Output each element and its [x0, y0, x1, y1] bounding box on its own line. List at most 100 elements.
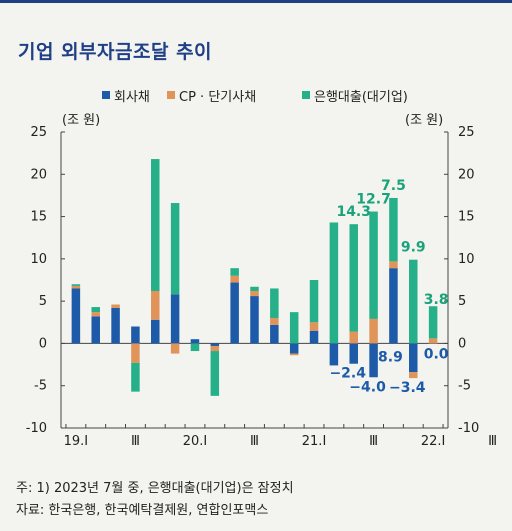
bar-segment [71, 285, 81, 289]
bar-segment [190, 343, 200, 352]
x-tick-label: Ⅲ [369, 434, 378, 449]
y-tick-label-left: 0 [39, 336, 47, 351]
legend-swatch [167, 91, 175, 99]
y-tick-label-right: 20 [458, 167, 475, 182]
bar-segment [111, 307, 120, 344]
data-label: −3.4 [389, 380, 426, 396]
bar-segment [389, 268, 398, 344]
source-note: 자료: 한국은행, 한국예탁결제원, 연합인포맥스 [16, 503, 269, 518]
bar-segment [210, 351, 220, 396]
bar-segment [131, 326, 140, 344]
y-tick-label-left: -10 [26, 421, 47, 436]
bar-segment [409, 372, 418, 379]
chart-data-labels: 14.312.77.5 9.9 3.8 −2.4−4.0 8.9 −3.4 0.0 [329, 178, 448, 396]
bar-segment [389, 261, 398, 269]
x-tick-label: Ⅲ [131, 434, 140, 449]
bar-segment [349, 224, 358, 332]
data-label: −4.0 [349, 379, 386, 395]
legend-swatch [302, 91, 310, 99]
legend-label: CP · 단기사채 [179, 90, 256, 105]
bar-segment [289, 312, 299, 344]
bar-segment [349, 343, 358, 364]
data-label: 8.9 [378, 349, 403, 365]
top-rule [0, 0, 512, 3]
bar-segment [151, 319, 160, 344]
bar-segment [309, 280, 319, 323]
y-tick-label-left: -5 [34, 379, 47, 394]
bar-segment [91, 312, 100, 317]
data-label: 14.3 [336, 204, 371, 220]
bar-segment [409, 259, 418, 344]
chart-bars [71, 159, 438, 396]
bar-segment [210, 345, 220, 352]
y-tick-label-right: 0 [458, 336, 466, 351]
footnotes: 주: 1) 2023년 7월 중, 은행대출(대기업)은 잠정치 자료: 한국은… [16, 478, 294, 522]
bar-segment [250, 296, 259, 344]
bar-segment [131, 343, 140, 363]
y-tick-label-right: -5 [458, 379, 471, 394]
data-label: 3.8 [424, 292, 449, 308]
bar-segment [250, 290, 259, 297]
bar-segment [151, 290, 160, 320]
bar-segment [428, 338, 438, 344]
bar-segment [71, 284, 81, 286]
y-tick-label-left: 10 [30, 252, 47, 267]
data-label: 12.7 [356, 191, 391, 207]
bar-segment [270, 288, 279, 319]
bar-segment [270, 318, 279, 325]
bar-segment [210, 343, 220, 346]
bar-segment [230, 282, 239, 344]
chart-svg: 회사채 CP · 단기사채 은행대출(대기업) (조 원) (조 원) -10 -10… [26, 89, 497, 449]
y-tick-label-left: 15 [30, 210, 47, 225]
chart-title: 기업 외부자금조달 추이 [18, 41, 213, 63]
bar-segment [369, 343, 378, 378]
x-tick-label: 22.Ⅰ [421, 434, 446, 449]
bar-segment [428, 306, 438, 339]
chart-axes: -10 -10 -5 -5 0 0 5 5 10 10 15 15 20 20 25 25 19.Ⅰ Ⅲ 20.Ⅰ Ⅲ… [26, 125, 497, 449]
legend-label: 회사채 [114, 90, 150, 105]
data-label: 7.5 [381, 178, 406, 194]
y-tick-label-left: 25 [30, 125, 47, 140]
bar-segment [409, 343, 418, 373]
y-tick-label-left: 20 [30, 167, 47, 182]
bar-segment [389, 197, 398, 262]
y-tick-label-right: 15 [458, 210, 475, 225]
y-tick-label-left: 5 [39, 294, 47, 309]
bar-segment [170, 343, 180, 354]
x-tick-label: Ⅲ [488, 434, 497, 449]
data-label: 9.9 [401, 240, 426, 256]
bar-segment [190, 339, 200, 344]
y-tick-label-right: -10 [458, 421, 479, 436]
bar-segment [111, 304, 120, 308]
bar-segment [369, 211, 378, 319]
bar-segment [230, 275, 239, 283]
right-unit-label: (조 원) [405, 113, 443, 128]
bar-segment [170, 294, 180, 344]
y-tick-label-right: 25 [458, 125, 475, 140]
chart-legend: 회사채 CP · 단기사채 은행대출(대기업) [102, 89, 408, 105]
bar-segment [151, 159, 160, 291]
left-unit-label: (조 원) [62, 113, 100, 128]
legend-swatch [102, 91, 110, 99]
bar-segment [309, 330, 319, 344]
x-tick-label: Ⅲ [250, 434, 259, 449]
y-tick-label-right: 5 [458, 294, 466, 309]
bar-segment [71, 288, 81, 344]
bar-segment [329, 222, 339, 344]
data-label: 0.0 [424, 346, 449, 362]
bar-segment [349, 331, 358, 344]
bar-segment [369, 318, 378, 344]
bar-segment [289, 343, 299, 354]
bar-segment [270, 324, 279, 344]
y-tick-label-right: 10 [458, 252, 475, 267]
bar-segment [250, 286, 259, 291]
bar-segment [230, 268, 239, 276]
bar-segment [91, 316, 100, 344]
bar-segment [309, 322, 319, 331]
bar-segment [329, 343, 339, 366]
bar-segment [91, 307, 100, 313]
footnote: 주: 1) 2023년 7월 중, 은행대출(대기업)은 잠정치 [16, 481, 294, 496]
data-label: −2.4 [329, 366, 366, 382]
x-tick-label: 21.Ⅰ [302, 434, 327, 449]
x-tick-label: 20.Ⅰ [183, 434, 208, 449]
